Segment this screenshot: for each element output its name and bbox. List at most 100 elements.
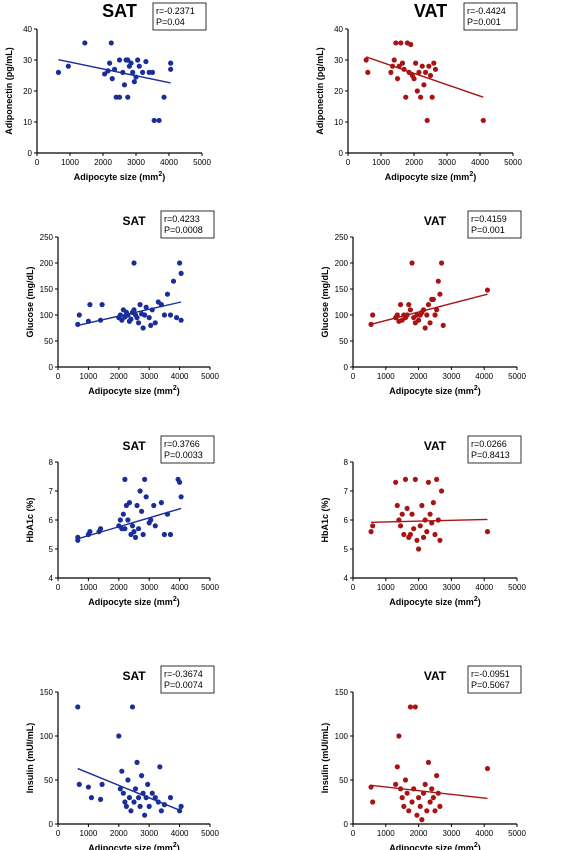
data-point — [128, 316, 134, 322]
stats-box — [152, 2, 207, 31]
data-point — [403, 94, 409, 100]
data-point — [116, 733, 122, 739]
x-tick-label: 5000 — [201, 372, 219, 381]
x-axis-title-text: Adipocyte size (mm — [389, 597, 474, 607]
data-point — [158, 302, 164, 308]
y-tick-label: 6 — [49, 516, 54, 525]
x-tick-label: 1000 — [377, 372, 395, 381]
data-point — [417, 523, 423, 529]
data-point — [140, 531, 146, 538]
data-point — [434, 476, 440, 482]
p-value: P=0.8413 — [471, 450, 510, 460]
y-tick-label: 100 — [335, 732, 349, 741]
data-point — [424, 529, 430, 535]
x-tick-label: 4000 — [475, 829, 493, 838]
data-point — [480, 117, 486, 124]
data-point — [87, 302, 93, 308]
chart-title: VAT — [424, 214, 447, 228]
data-point — [427, 511, 433, 517]
data-point — [164, 511, 171, 517]
data-point — [116, 94, 123, 100]
data-point — [411, 786, 417, 792]
x-tick-label: 5000 — [201, 829, 219, 838]
data-point — [411, 76, 417, 82]
chart-title: SAT — [122, 439, 146, 453]
scatter-panel-6: VAT 0 1000 2000 3000 4000 5000 4 5 6 7 8 Adipocyte s… — [320, 435, 526, 607]
data-point — [422, 69, 429, 75]
x-axis-title: Adipocyte size (mm2) — [389, 596, 480, 607]
data-point — [76, 781, 82, 788]
p-value: P=0.0033 — [164, 450, 203, 460]
data-point — [388, 69, 394, 75]
scatter-panel-3: SAT 0 1000 2000 3000 4000 5000 0 50 100 150 200 250 A… — [25, 210, 219, 396]
stats-box — [160, 665, 215, 694]
y-tick-label: 5 — [49, 545, 54, 554]
data-point — [411, 526, 417, 532]
data-point — [429, 786, 435, 792]
data-point — [413, 60, 419, 66]
data-point — [432, 808, 438, 814]
x-tick-label: 0 — [346, 158, 351, 167]
p-value: P=0.001 — [471, 225, 505, 235]
data-point — [412, 704, 418, 710]
x-tick-label: 3000 — [438, 158, 456, 167]
x-tick-label: 2000 — [405, 158, 423, 167]
data-point — [414, 88, 420, 94]
x-axis-title-close: ) — [162, 172, 165, 182]
data-point — [363, 57, 369, 63]
data-point — [365, 69, 371, 75]
y-tick-label: 0 — [344, 363, 349, 372]
data-point — [399, 511, 405, 517]
data-point — [407, 704, 413, 710]
data-point — [145, 781, 151, 788]
x-tick-label: 0 — [35, 158, 40, 167]
x-tick-label: 5000 — [508, 829, 526, 838]
data-point — [131, 79, 137, 85]
data-point — [419, 502, 425, 509]
scatter-panel-4: VAT 0 1000 2000 3000 4000 5000 0 50 100 150 200 250 A… — [320, 210, 526, 396]
data-point — [430, 500, 436, 506]
x-axis-title-text: Adipocyte size (mm — [389, 843, 474, 850]
regression-line — [365, 56, 484, 98]
y-tick-label: 20 — [334, 87, 343, 96]
data-point — [137, 488, 143, 494]
data-point — [151, 502, 157, 509]
data-point — [139, 508, 145, 514]
data-point — [404, 505, 410, 511]
x-axis-title-superscript: 2 — [173, 596, 177, 603]
data-point — [178, 803, 184, 810]
x-axis-title-text: Adipocyte size (mm — [389, 386, 474, 396]
y-tick-label: 50 — [44, 776, 53, 785]
stats-box — [467, 665, 522, 694]
data-point — [401, 531, 407, 538]
data-point — [394, 502, 400, 509]
regression-line — [77, 507, 182, 540]
y-tick-label: 0 — [49, 363, 54, 372]
x-axis-title-close: ) — [478, 843, 481, 850]
data-point — [434, 307, 440, 313]
data-point — [394, 312, 400, 318]
data-point — [161, 802, 167, 808]
data-point — [391, 57, 397, 63]
x-tick-label: 4000 — [160, 158, 178, 167]
x-tick-label: 1000 — [61, 158, 79, 167]
data-point — [416, 317, 422, 323]
x-axis-title-superscript: 2 — [474, 385, 478, 392]
x-tick-label: 5000 — [508, 372, 526, 381]
y-tick-label: 0 — [28, 149, 33, 158]
data-point — [135, 795, 142, 801]
correlation-r-value: r=-0.2371 — [156, 6, 195, 16]
data-point — [128, 60, 134, 66]
x-tick-label: 5000 — [504, 158, 522, 167]
data-point — [126, 500, 133, 506]
y-tick-label: 20 — [23, 87, 32, 96]
x-axis-title: Adipocyte size (mm2) — [385, 171, 476, 182]
data-point — [370, 799, 376, 805]
y-tick-label: 30 — [334, 56, 343, 65]
y-tick-label: 150 — [40, 688, 54, 697]
y-axis-title: Adiponectin (pg/mL) — [315, 47, 325, 135]
data-point — [75, 321, 81, 327]
p-value: P=0.04 — [156, 17, 185, 27]
y-tick-label: 200 — [40, 259, 54, 268]
data-point — [427, 320, 433, 326]
